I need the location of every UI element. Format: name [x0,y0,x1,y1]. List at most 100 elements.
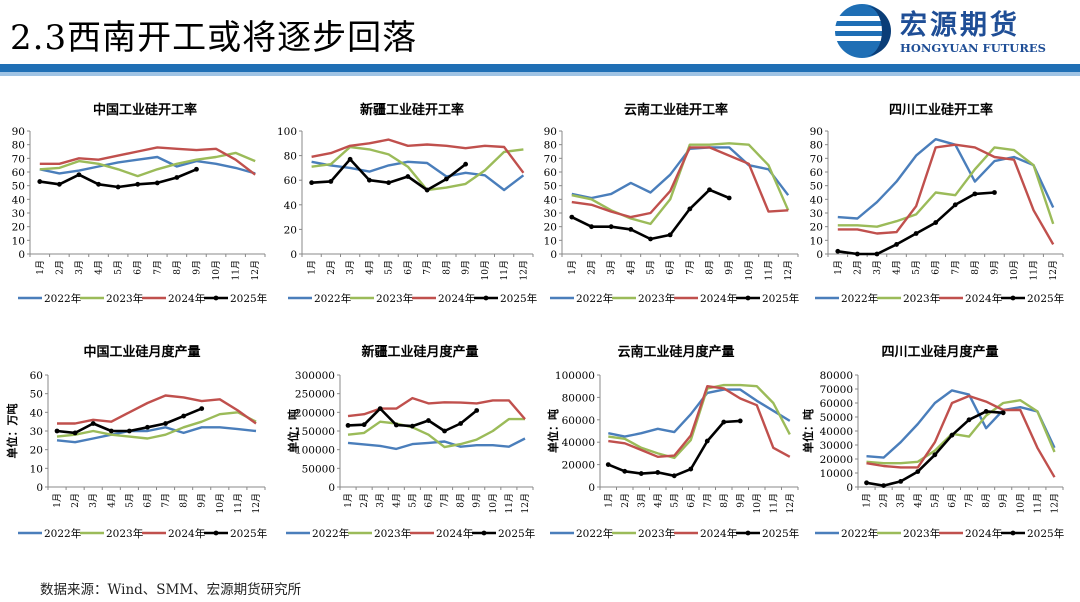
x-tick-label: 9月 [191,260,202,275]
series-line-2022年 [56,426,257,444]
series-point-2025年 [898,479,904,484]
y-axis-label: 单位：万吨 [5,404,19,459]
x-tick-label: 4月 [391,493,402,508]
x-tick-label: 8月 [970,260,981,275]
x-tick-label: 1月 [603,493,614,508]
y-tick-label: 0 [846,482,853,494]
series-point-2025年 [366,177,372,183]
x-tick-label: 3月 [606,260,617,275]
chart-legend: 2022年 2023年 2024年 2025年 [288,292,537,305]
y-tick-label: 20000 [562,460,595,472]
series-point-2025年 [115,184,121,190]
series-point-2025年 [328,179,334,184]
series-point-2025年 [854,251,860,257]
x-tick-label: 10月 [1009,260,1020,280]
series-point-2025年 [145,424,150,430]
series-point-2025年 [345,423,351,428]
x-tick-label: 3月 [74,260,85,275]
x-tick-label: 4月 [653,493,664,508]
legend-marker [481,530,487,536]
x-tick-label: 7月 [422,260,433,275]
x-tick-label: 9月 [998,493,1009,508]
y-tick-label: 90 [810,126,823,138]
x-tick-label: 2月 [54,260,65,275]
legend-marker [745,295,751,301]
y-tick-label: 40 [810,194,823,206]
legend-label: 2023年 [376,292,413,305]
y-tick-label: 0 [328,482,335,494]
legend-label: 2024年 [436,527,473,540]
series-line-2022年 [571,146,790,200]
x-tick-label: 12月 [785,493,796,513]
x-tick-label: 10月 [215,493,226,513]
series-point-2025年 [443,176,449,182]
series-point-2025年 [667,232,673,238]
legend-label: 2023年 [903,527,940,540]
x-tick-label: 1月 [833,260,844,275]
legend-marker [483,295,489,301]
x-tick-label: 12月 [1049,493,1060,513]
legend-label: 2022年 [312,527,349,540]
series-point-2025年 [874,251,880,257]
y-tick-label: 100 [277,126,297,138]
series-point-2025年 [56,181,62,187]
y-tick-label: 20 [30,445,43,457]
legend-marker [1010,530,1016,536]
x-tick-label: 6月 [423,493,434,508]
y-tick-label: 0 [588,482,595,494]
x-tick-label: 7月 [685,260,696,275]
series-line-2022年 [311,160,525,192]
x-tick-label: 3月 [872,260,883,275]
series-point-2025年 [726,195,732,201]
header-band [0,64,1080,72]
y-tick-label: 80000 [820,370,853,382]
legend-label: 2025年 [762,527,799,540]
legend-label: 2024年 [700,527,737,540]
series-point-2025年 [671,473,677,479]
series-point-2025年 [932,452,938,458]
x-tick-label: 6月 [142,493,153,508]
series-point-2025年 [655,470,661,475]
legend-label: 2025年 [1027,292,1064,305]
y-tick-label: 30 [810,208,823,220]
series-point-2025年 [864,480,869,486]
series-point-2025年 [622,468,628,474]
y-tick-label: 80 [544,140,557,152]
x-tick-label: 9月 [472,493,483,508]
y-tick-label: 50 [30,389,43,401]
y-tick-label: 300000 [295,370,335,382]
x-tick-label: 7月 [161,493,172,508]
y-tick-label: 70 [810,153,823,165]
x-tick-label: 12月 [520,493,531,513]
legend-label: 2024年 [438,292,475,305]
series-point-2025年 [949,432,955,438]
y-axis-label: 单位：吨 [546,409,560,453]
x-tick-label: 3月 [636,493,647,508]
x-tick-label: 11月 [768,493,779,513]
logo-icon [832,4,892,58]
series-point-2025年 [1000,410,1006,416]
x-tick-label: 10月 [211,260,222,280]
chart-legend: 2022年 2023年 2024年 2025年 [18,292,267,305]
chart-title: 云南工业硅月度产量 [617,344,734,360]
x-tick-label: 3月 [896,493,907,508]
y-axis-label: 单位：吨 [286,409,300,453]
series-point-2025年 [915,469,921,474]
series-line-2023年 [56,411,257,440]
series-point-2025年 [835,248,841,254]
series-point-2025年 [309,180,315,186]
x-tick-label: 8月 [172,260,183,275]
x-tick-label: 1月 [35,260,46,275]
series-point-2025年 [704,438,710,444]
y-tick-label: 50000 [302,463,335,475]
y-tick-label: 10 [810,235,823,247]
x-tick-label: 8月 [719,493,730,508]
y-tick-label: 60 [284,175,297,187]
x-tick-label: 4月 [106,493,117,508]
chart-title: 云南工业硅开工率 [624,102,728,118]
series-point-2025年 [426,418,431,423]
x-tick-label: 11月 [1029,260,1040,280]
series-point-2025年 [952,202,958,208]
x-tick-label: 10月 [752,493,763,513]
x-tick-label: 4月 [913,493,924,508]
